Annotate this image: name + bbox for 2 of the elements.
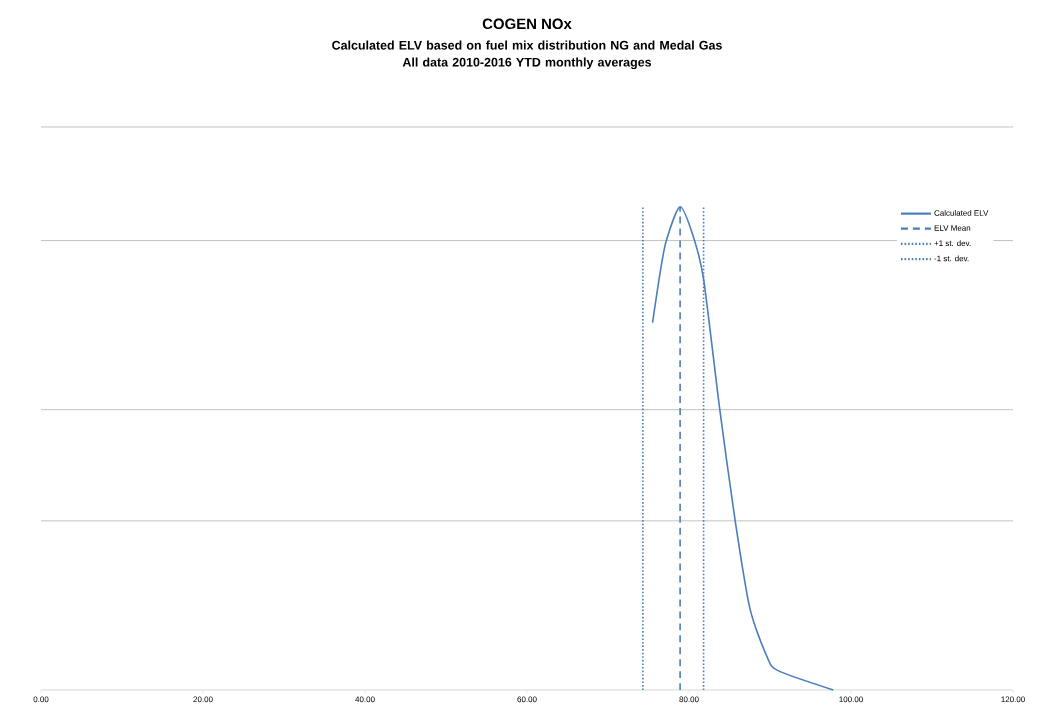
chart-title: COGEN NOx [482,18,572,30]
chart-subtitle: Calculated ELV based on fuel mix distribution NG and Medal Gas All data 2010-2016 YTD monthly averages [332,40,722,70]
